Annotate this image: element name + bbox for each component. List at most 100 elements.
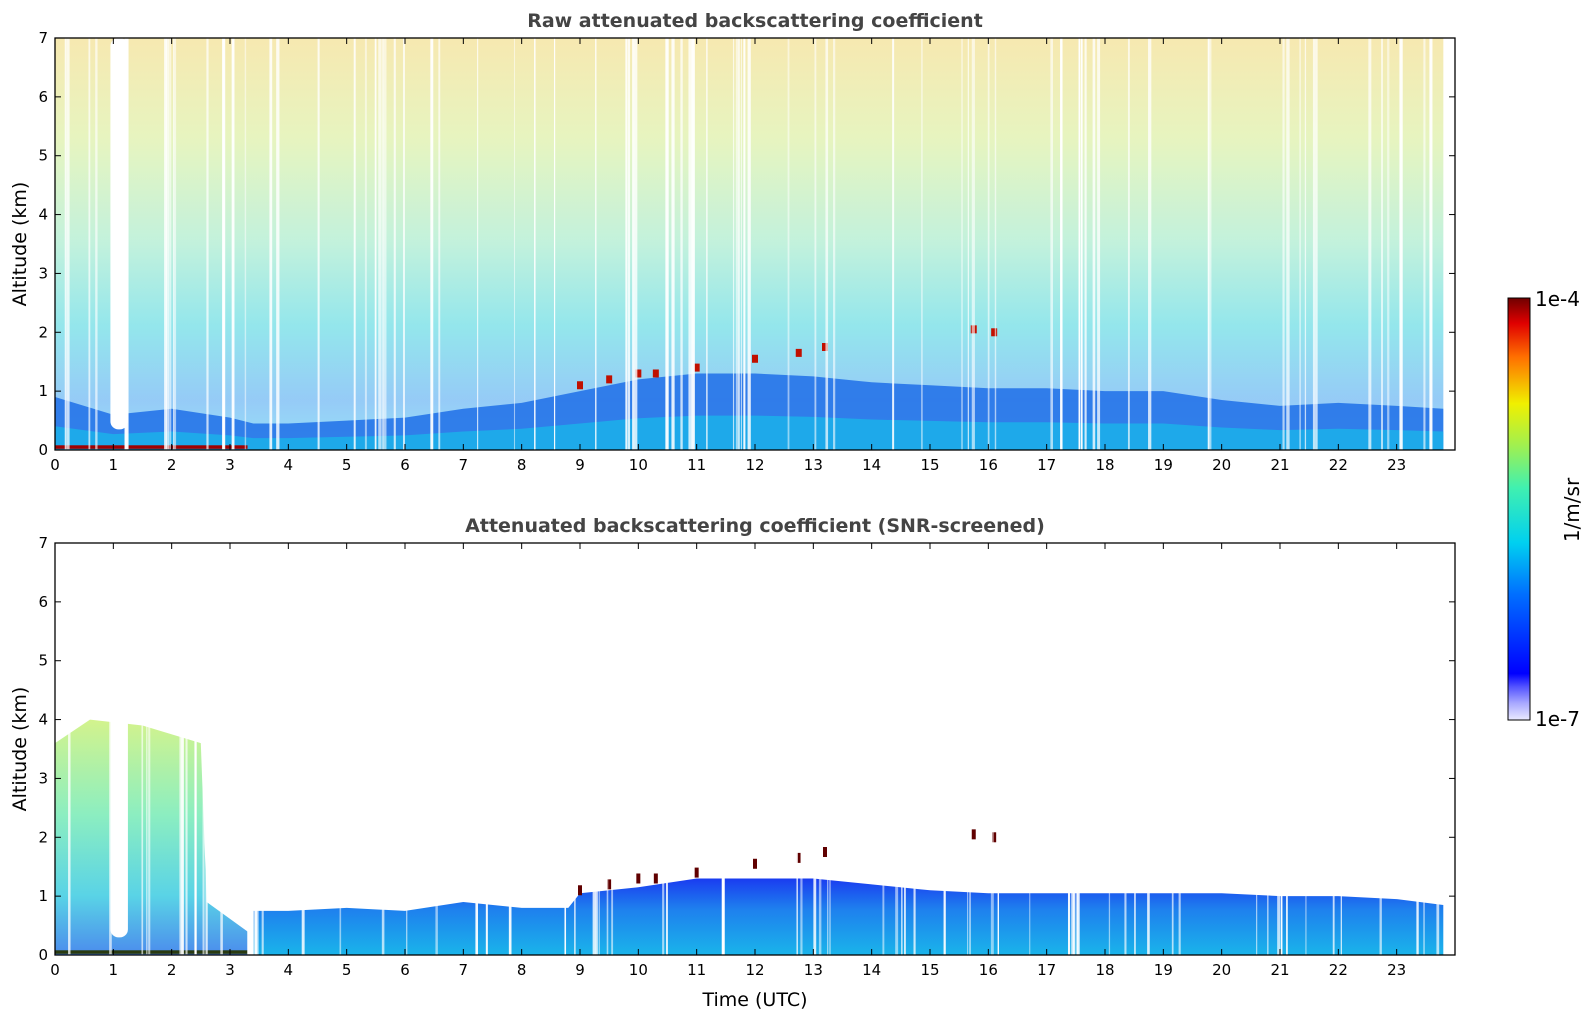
data-gap	[269, 38, 273, 450]
data-gap	[632, 38, 635, 450]
data-gap	[1208, 38, 1212, 450]
data-gap	[833, 38, 836, 450]
data-gap	[485, 543, 488, 955]
data-gap	[1127, 38, 1130, 450]
data-gap	[317, 38, 320, 450]
data-gap	[1050, 38, 1053, 450]
data-gap	[606, 543, 609, 955]
data-gap	[1078, 38, 1081, 450]
data-gap	[721, 543, 725, 955]
data-gap	[508, 543, 512, 955]
data-gap	[339, 543, 342, 955]
data-gap	[374, 38, 377, 450]
colorbar: 1e-4 1e-7 1/m/sr	[1507, 287, 1584, 731]
y-tick-label: 0	[38, 441, 48, 459]
data-gap	[1076, 543, 1080, 955]
data-gap	[691, 38, 695, 450]
data-gap	[185, 543, 188, 955]
cloud-feature	[577, 381, 583, 390]
data-gap	[818, 543, 822, 955]
x-tick-label: 5	[342, 456, 352, 474]
data-gap	[1315, 38, 1318, 450]
data-gap	[553, 38, 556, 450]
data-gap	[595, 38, 597, 450]
data-gap	[680, 38, 683, 450]
data-gap	[1332, 543, 1335, 955]
y-tick-label: 5	[38, 147, 48, 165]
data-gap	[1134, 543, 1136, 955]
cloud-feature	[652, 369, 659, 378]
data-gap	[990, 543, 994, 955]
surface-layer	[55, 950, 248, 954]
data-gap	[68, 543, 71, 955]
x-tick-label: 2	[167, 456, 177, 474]
data-gap	[796, 543, 798, 955]
data-gap	[921, 38, 923, 450]
data-gap	[944, 543, 946, 955]
colorbar-max-label: 1e-4	[1535, 287, 1580, 311]
data-gap	[1305, 543, 1307, 955]
y-tick-label: 0	[38, 946, 48, 964]
panel-title: Raw attenuated backscattering coefficien…	[527, 10, 983, 32]
data-gap	[1299, 38, 1301, 450]
data-gap	[1399, 38, 1403, 450]
y-tick-label: 3	[38, 264, 48, 282]
x-tick-label: 4	[284, 456, 294, 474]
x-tick-label: 18	[1095, 456, 1114, 474]
data-gap	[814, 38, 817, 450]
data-gap	[592, 543, 596, 955]
y-tick-label: 4	[38, 711, 48, 729]
x-tick-label: 8	[517, 961, 527, 979]
data-gap	[141, 543, 144, 955]
data-gap	[1067, 543, 1071, 955]
data-gap	[301, 543, 305, 955]
y-axis-ticks: 0 1 2 3 4 5 6 7	[38, 29, 1455, 459]
data-gap	[829, 543, 831, 955]
cloud-feature	[694, 867, 699, 878]
data-gap	[1171, 543, 1174, 955]
x-tick-label: 6	[400, 961, 410, 979]
y-tick-label: 7	[38, 534, 48, 552]
heatmap-raw	[55, 38, 1444, 450]
cloud-feature	[795, 348, 802, 357]
x-tick-label: 0	[50, 456, 60, 474]
data-gap	[967, 543, 969, 955]
data-gap	[1108, 543, 1111, 955]
x-tick-label: 9	[575, 456, 585, 474]
data-gap	[364, 38, 367, 450]
heatmap-screened	[55, 543, 1444, 955]
data-gap	[221, 38, 226, 450]
y-tick-label: 4	[38, 206, 48, 224]
data-gap	[438, 38, 441, 450]
data-gap	[1092, 38, 1096, 450]
data-gap	[393, 38, 396, 450]
y-axis-ticks: 0 1 2 3 4 5 6 7	[38, 534, 1455, 964]
x-tick-label: 1	[109, 961, 119, 979]
data-gap	[534, 38, 536, 450]
data-gap	[825, 38, 829, 450]
data-gap	[800, 543, 803, 955]
data-gap	[892, 38, 895, 450]
data-gap	[787, 38, 790, 450]
data-gap	[738, 38, 740, 450]
data-gap	[378, 38, 382, 450]
data-gap	[564, 543, 567, 955]
x-tick-label: 16	[979, 961, 998, 979]
data-gap	[1277, 543, 1281, 955]
x-tick-label: 7	[459, 456, 469, 474]
x-tick-label: 3	[225, 456, 235, 474]
y-tick-label: 7	[38, 29, 48, 47]
data-gap	[747, 38, 751, 450]
panel-title: Attenuated backscattering coefficient (S…	[465, 515, 1045, 537]
x-tick-label: 7	[459, 961, 469, 979]
data-gap	[1280, 543, 1283, 955]
cloud-feature	[578, 885, 582, 896]
data-gap	[1124, 543, 1127, 955]
colorbar-min-label: 1e-7	[1535, 707, 1580, 731]
data-gap	[1070, 543, 1074, 955]
data-gap	[173, 38, 175, 450]
data-gap	[88, 38, 91, 450]
x-tick-label: 11	[687, 961, 706, 979]
data-gap	[381, 38, 385, 450]
